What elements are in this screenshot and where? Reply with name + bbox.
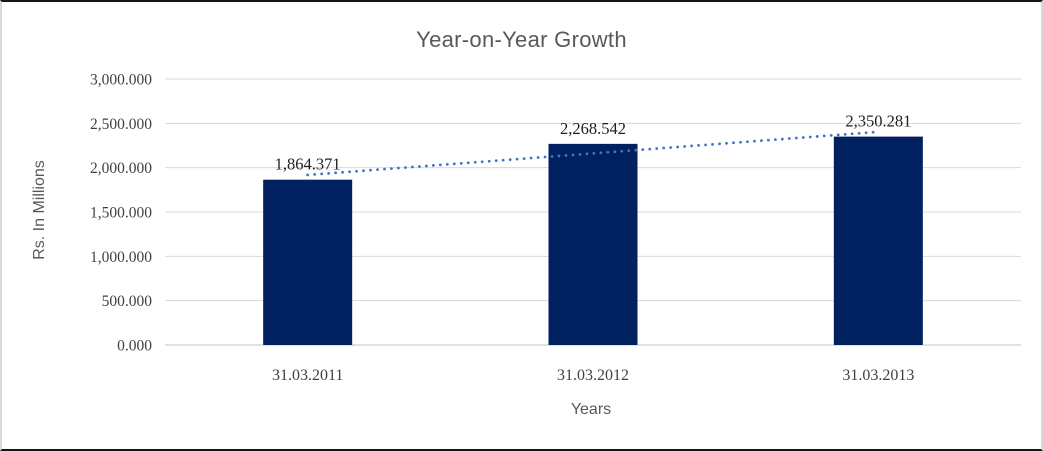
chart-title: Year-on-Year Growth	[416, 27, 627, 52]
trendline	[306, 130, 880, 177]
data-label: 1,864.371	[275, 155, 341, 174]
x-axis-title: Years	[570, 401, 612, 418]
x-tick-label: 31.03.2011	[272, 367, 343, 384]
y-tick-label: 2,000.000	[90, 160, 152, 177]
data-label: 2,268.542	[560, 119, 626, 138]
data-label: 2,350.281	[845, 112, 911, 131]
bar	[263, 179, 353, 345]
y-tick-label: 1,500.000	[90, 205, 152, 222]
x-tick-label: 31.03.2013	[842, 367, 914, 384]
y-tick-label: 0.000	[117, 338, 152, 355]
y-tick-label: 2,500.000	[90, 116, 152, 133]
bar	[833, 136, 923, 345]
x-tick-label: 31.03.2012	[557, 367, 629, 384]
bar	[548, 143, 638, 345]
y-tick-label: 500.000	[102, 293, 153, 310]
y-tick-label: 1,000.000	[90, 249, 152, 266]
y-tick-label: 3,000.000	[90, 72, 152, 89]
